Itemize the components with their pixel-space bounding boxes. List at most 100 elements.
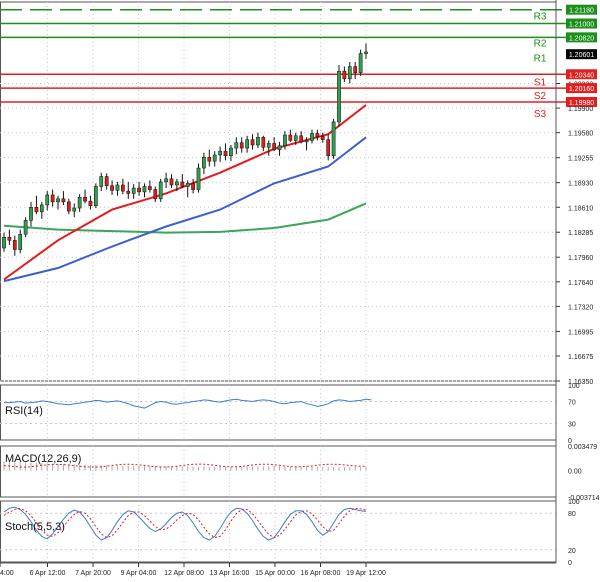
- candle-body: [180, 181, 185, 187]
- macd-title: MACD(12,26,9): [5, 453, 81, 465]
- level-label-s2: S2: [534, 91, 547, 102]
- candle-body: [110, 185, 114, 191]
- candle-body: [142, 186, 147, 193]
- candle-body: [358, 53, 363, 73]
- candle-body: [12, 240, 17, 250]
- candle-body: [39, 204, 44, 213]
- candle-body: [169, 178, 174, 186]
- candle-body: [7, 236, 12, 241]
- time-tick-label: 15 Apr 00:00: [255, 570, 295, 577]
- candle-body: [245, 139, 249, 149]
- time-tick-label: 13 Apr 16:00: [210, 570, 250, 577]
- rsi-tick-label: 0: [568, 438, 572, 445]
- candle-body: [29, 207, 33, 221]
- candle-body: [23, 220, 28, 235]
- price-label-box: [566, 83, 597, 94]
- candle-body: [299, 135, 304, 143]
- time-tick-label: 7 Apr 20:00: [75, 570, 111, 577]
- ma-slow-line: [3, 202, 367, 234]
- candle-body: [72, 207, 77, 212]
- price-tick-label: 1.18610: [568, 205, 593, 212]
- candle-body: [304, 140, 309, 143]
- macd-signal-line: [3, 463, 367, 468]
- price-tick-label: 1.17320: [568, 304, 593, 311]
- candle-body: [266, 143, 271, 148]
- candle-body: [115, 184, 120, 191]
- candle-body: [218, 150, 222, 156]
- candle-body: [326, 139, 331, 157]
- time-tick-label: 12 Apr 08:00: [164, 570, 204, 577]
- candle-body: [277, 145, 282, 150]
- price-tick-label: 1.20601: [569, 52, 594, 59]
- price-label-box: [566, 69, 597, 80]
- price-label-box: [566, 18, 597, 29]
- rsi-tick-label: 100: [568, 383, 580, 390]
- candle-body: [272, 143, 276, 150]
- candle-body: [164, 178, 168, 183]
- candle-body: [207, 157, 212, 162]
- candle-body: [137, 187, 141, 193]
- price-panel: [0, 1, 557, 382]
- candle-body: [126, 190, 131, 194]
- stoch-main-line: [3, 506, 367, 541]
- time-tick-label: 6 Apr 12:00: [30, 570, 66, 577]
- price-tick-label: 1.20820: [569, 35, 594, 42]
- candle-body: [347, 66, 352, 80]
- price-label-box: [566, 96, 597, 107]
- price-tick-label: 1.18930: [568, 181, 593, 188]
- candle-body: [56, 198, 60, 203]
- candle-body: [250, 139, 255, 146]
- candle-body: [77, 197, 82, 209]
- candle-body: [191, 183, 195, 190]
- candle-body: [288, 134, 293, 141]
- ma-mid-line: [3, 136, 367, 283]
- candle-body: [320, 136, 325, 140]
- price-tick-label: 1.20160: [569, 86, 594, 93]
- candle-body: [83, 197, 87, 202]
- price-tick-label: 1.16675: [568, 354, 593, 361]
- rsi-line: [4, 398, 372, 409]
- candle-body: [18, 233, 23, 250]
- level-label-r3: R3: [534, 12, 547, 23]
- macd-tick-label: -0.003714: [568, 495, 600, 502]
- candle-body: [94, 186, 98, 206]
- level-label-r2: R2: [534, 38, 547, 49]
- price-tick-label: 1.18285: [568, 230, 593, 237]
- price-tick-label: 1.19580: [568, 131, 593, 138]
- candle-body: [283, 134, 287, 147]
- candle-body: [315, 133, 320, 137]
- price-label-box: [566, 49, 597, 60]
- candle-body: [104, 176, 109, 186]
- price-tick-label: 1.21000: [569, 22, 594, 29]
- candle-body: [202, 157, 206, 169]
- macd-tick-label: 0.00: [568, 469, 582, 476]
- candle-body: [212, 154, 217, 162]
- stoch-tick-label: 100: [568, 499, 580, 506]
- price-tick-label: 1.16995: [568, 329, 593, 336]
- candle-body: [99, 176, 104, 187]
- stoch-title: Stoch(5,5,3): [5, 521, 65, 533]
- candle-body: [364, 51, 368, 54]
- time-tick-label: 16 Apr 08:00: [301, 570, 341, 577]
- rsi-panel: [0, 384, 557, 441]
- candle-body: [331, 121, 336, 157]
- price-tick-label: 1.19900: [568, 106, 593, 113]
- candle-body: [310, 133, 314, 141]
- candle-body: [196, 167, 201, 190]
- candle-body: [121, 184, 125, 192]
- candle-body: [175, 181, 179, 186]
- price-label-box: [566, 32, 597, 43]
- candle-body: [158, 181, 163, 200]
- candle-body: [66, 201, 71, 212]
- rsi-tick-label: 30: [568, 422, 576, 429]
- candle-body: [131, 187, 136, 194]
- candle-body: [223, 150, 228, 157]
- price-tick-label: 1.17960: [568, 255, 593, 262]
- level-label-r1: R1: [534, 53, 547, 64]
- level-label-s1: S1: [534, 77, 547, 88]
- price-tick-label: 1.19255: [568, 156, 593, 163]
- price-tick-label: 1.20340: [569, 72, 594, 79]
- candle-body: [239, 142, 244, 149]
- candle-body: [2, 236, 6, 249]
